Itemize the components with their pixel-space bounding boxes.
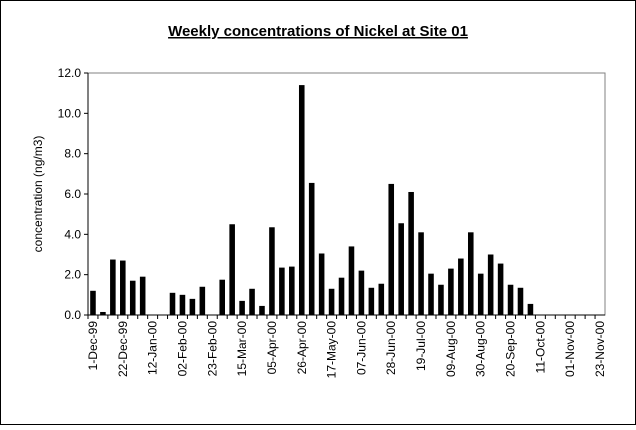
- x-tick-label: 07-Jun-00: [354, 321, 368, 375]
- bar: [279, 267, 285, 315]
- bar: [358, 270, 365, 315]
- x-tick-label: 26-Apr-00: [295, 321, 309, 375]
- bar: [179, 294, 186, 315]
- bar: [189, 298, 196, 315]
- x-tick-label: 20-Sep-00: [504, 321, 518, 377]
- bar: [517, 287, 524, 315]
- bar: [487, 254, 494, 315]
- y-tick-label: 12.0: [58, 66, 82, 80]
- x-tick-label: 05-Apr-00: [265, 321, 279, 375]
- x-tick-label: 02-Feb-00: [175, 321, 189, 377]
- y-tick-label: 4.0: [64, 227, 81, 241]
- bar: [368, 287, 375, 315]
- bar: [289, 266, 295, 315]
- bar: [249, 288, 255, 315]
- x-tick-label: 15-Mar-00: [235, 321, 249, 377]
- x-tick-label: 01-Nov-00: [563, 321, 577, 377]
- x-tick-label: 09-Aug-00: [444, 321, 458, 377]
- bar: [129, 280, 136, 315]
- x-tick-label: 28-Jun-00: [384, 321, 398, 375]
- bar: [229, 224, 235, 315]
- bar: [139, 276, 146, 315]
- y-tick-label: 6.0: [64, 187, 81, 201]
- bar: [428, 273, 434, 315]
- bar: [507, 284, 514, 315]
- bar: [308, 182, 315, 315]
- x-tick-label: 30-Aug-00: [474, 321, 488, 377]
- x-tick-label: 23-Nov-00: [593, 321, 607, 377]
- bar: [448, 268, 454, 315]
- bar: [477, 273, 484, 315]
- x-tick-label: 1-Dec-99: [86, 321, 100, 371]
- bar: [418, 232, 424, 315]
- bar: [199, 286, 206, 315]
- bar: [269, 227, 275, 315]
- bar: [438, 284, 444, 315]
- y-tick-label: 2.0: [64, 268, 81, 282]
- bar: [388, 183, 395, 315]
- bar: [497, 263, 504, 315]
- bar: [527, 303, 534, 315]
- bar: [110, 259, 116, 315]
- x-tick-label: 23-Feb-00: [205, 321, 219, 377]
- bar: [100, 311, 106, 315]
- bar: [318, 253, 325, 315]
- bar: [90, 290, 96, 315]
- bar: [120, 260, 126, 315]
- x-tick-label: 11-Oct-00: [533, 321, 547, 374]
- bar: [259, 305, 265, 315]
- bar: [219, 279, 226, 315]
- x-tick-label: 12-Jan-00: [146, 321, 160, 375]
- y-axis-label: concentration (ng/m3): [31, 136, 45, 253]
- y-tick-label: 8.0: [64, 147, 81, 161]
- bar: [239, 300, 245, 315]
- x-tick-label: 17-May-00: [325, 321, 339, 379]
- bar: [338, 277, 345, 315]
- bar: [169, 292, 176, 315]
- x-tick-label: 19-Jul-00: [414, 321, 428, 371]
- chart-title: Weekly concentrations of Nickel at Site …: [168, 23, 468, 40]
- bar: [328, 288, 335, 315]
- bar: [458, 258, 464, 315]
- x-tick-label: 22-Dec-99: [116, 321, 130, 377]
- bar: [398, 223, 404, 315]
- y-tick-label: 0.0: [64, 308, 81, 322]
- bar: [408, 191, 414, 315]
- bar: [348, 246, 355, 315]
- bar: [298, 85, 305, 315]
- bar: [378, 283, 385, 315]
- bar: [467, 232, 474, 315]
- y-tick-label: 10.0: [58, 106, 82, 120]
